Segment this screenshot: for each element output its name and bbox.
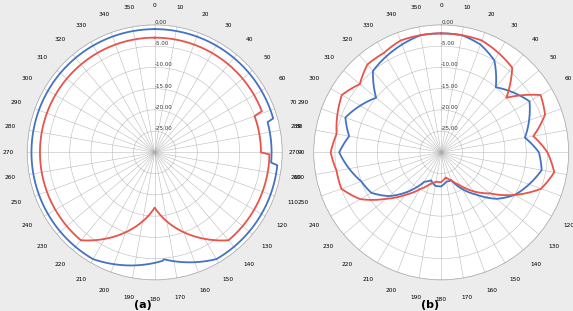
Pengukuran <box>265 102 272 106</box>
Pengukuran <box>448 179 455 182</box>
Simulasi <box>83 239 89 242</box>
Simulasi <box>151 36 158 39</box>
Simulasi <box>391 196 398 200</box>
Pengukuran <box>423 179 430 183</box>
Text: (a): (a) <box>135 300 152 310</box>
Simulasi <box>361 68 368 72</box>
Pengukuran <box>62 236 69 240</box>
Pengukuran <box>76 248 83 251</box>
Simulasi <box>541 107 548 111</box>
Pengukuran <box>394 193 401 197</box>
Line: Pengukuran: Pengukuran <box>32 29 277 266</box>
Simulasi <box>110 235 117 239</box>
Line: Pengukuran: Pengukuran <box>339 33 541 199</box>
Simulasi <box>151 206 158 210</box>
Simulasi <box>442 176 449 179</box>
Simulasi <box>257 106 264 109</box>
Simulasi <box>438 31 445 35</box>
Pengukuran <box>438 31 445 35</box>
Simulasi <box>151 36 158 39</box>
Simulasi <box>73 67 80 70</box>
Pengukuran <box>438 31 445 35</box>
Pengukuran <box>151 27 158 31</box>
Pengukuran <box>370 77 376 81</box>
Simulasi <box>421 186 427 189</box>
Simulasi <box>405 192 412 196</box>
Pengukuran <box>458 33 465 37</box>
Pengukuran <box>172 29 179 33</box>
Pengukuran <box>67 60 74 64</box>
Pengukuran <box>98 260 105 263</box>
Simulasi <box>438 31 445 35</box>
Pengukuran <box>409 188 415 192</box>
Simulasi <box>69 230 76 234</box>
Line: Simulasi: Simulasi <box>40 38 269 240</box>
Text: (b): (b) <box>421 300 439 310</box>
Pengukuran <box>151 27 158 31</box>
Line: Simulasi: Simulasi <box>331 33 554 200</box>
Pengukuran <box>160 258 167 261</box>
Simulasi <box>458 33 465 37</box>
Pengukuran <box>526 113 533 117</box>
Simulasi <box>171 38 178 41</box>
